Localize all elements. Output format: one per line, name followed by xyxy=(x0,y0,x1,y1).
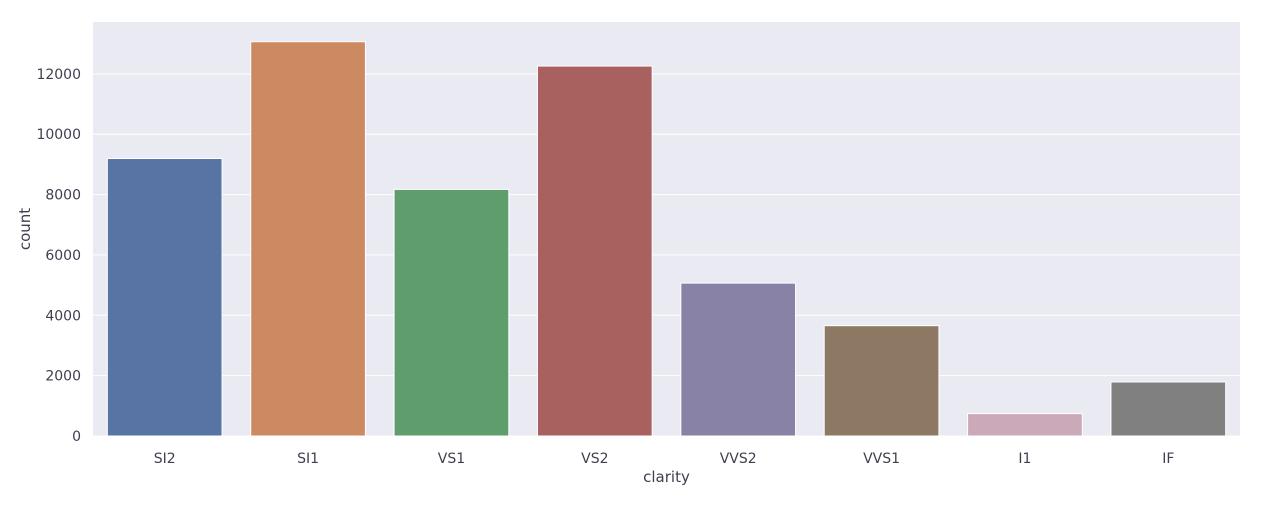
bar-vvs2 xyxy=(680,282,797,437)
x-tick-label: I1 xyxy=(1018,451,1031,467)
y-tick-label: 6000 xyxy=(45,248,81,264)
y-tick-label: 10000 xyxy=(36,127,81,143)
bar-vs1 xyxy=(393,188,510,437)
x-tick-label: VVS2 xyxy=(720,451,757,467)
y-axis-label: count xyxy=(16,208,34,250)
x-axis-label: clarity xyxy=(643,468,690,486)
bar-vvs1 xyxy=(823,325,940,437)
bars xyxy=(106,41,1227,437)
x-tick-label: VVS1 xyxy=(863,451,900,467)
x-tick-label: IF xyxy=(1162,451,1174,467)
y-tick-label: 8000 xyxy=(45,188,81,204)
x-tick-label: SI2 xyxy=(154,451,176,467)
y-tick-label: 4000 xyxy=(45,308,81,324)
y-tick-label: 12000 xyxy=(36,67,81,83)
bar-si1 xyxy=(250,41,366,437)
y-tick-label: 0 xyxy=(72,429,81,445)
bar-vs2 xyxy=(536,65,653,437)
y-tick-labels: 0 2000 4000 6000 8000 10000 12000 xyxy=(36,67,81,445)
x-tick-label: VS1 xyxy=(438,451,465,467)
y-tick-label: 2000 xyxy=(45,369,81,385)
x-tick-labels: SI2 SI1 VS1 VS2 VVS2 VVS1 I1 IF xyxy=(154,451,1175,467)
x-tick-label: VS2 xyxy=(581,451,608,467)
bar-i1 xyxy=(967,413,1083,437)
bar-si2 xyxy=(106,158,223,437)
bar-if xyxy=(1110,381,1227,437)
x-tick-label: SI1 xyxy=(297,451,319,467)
